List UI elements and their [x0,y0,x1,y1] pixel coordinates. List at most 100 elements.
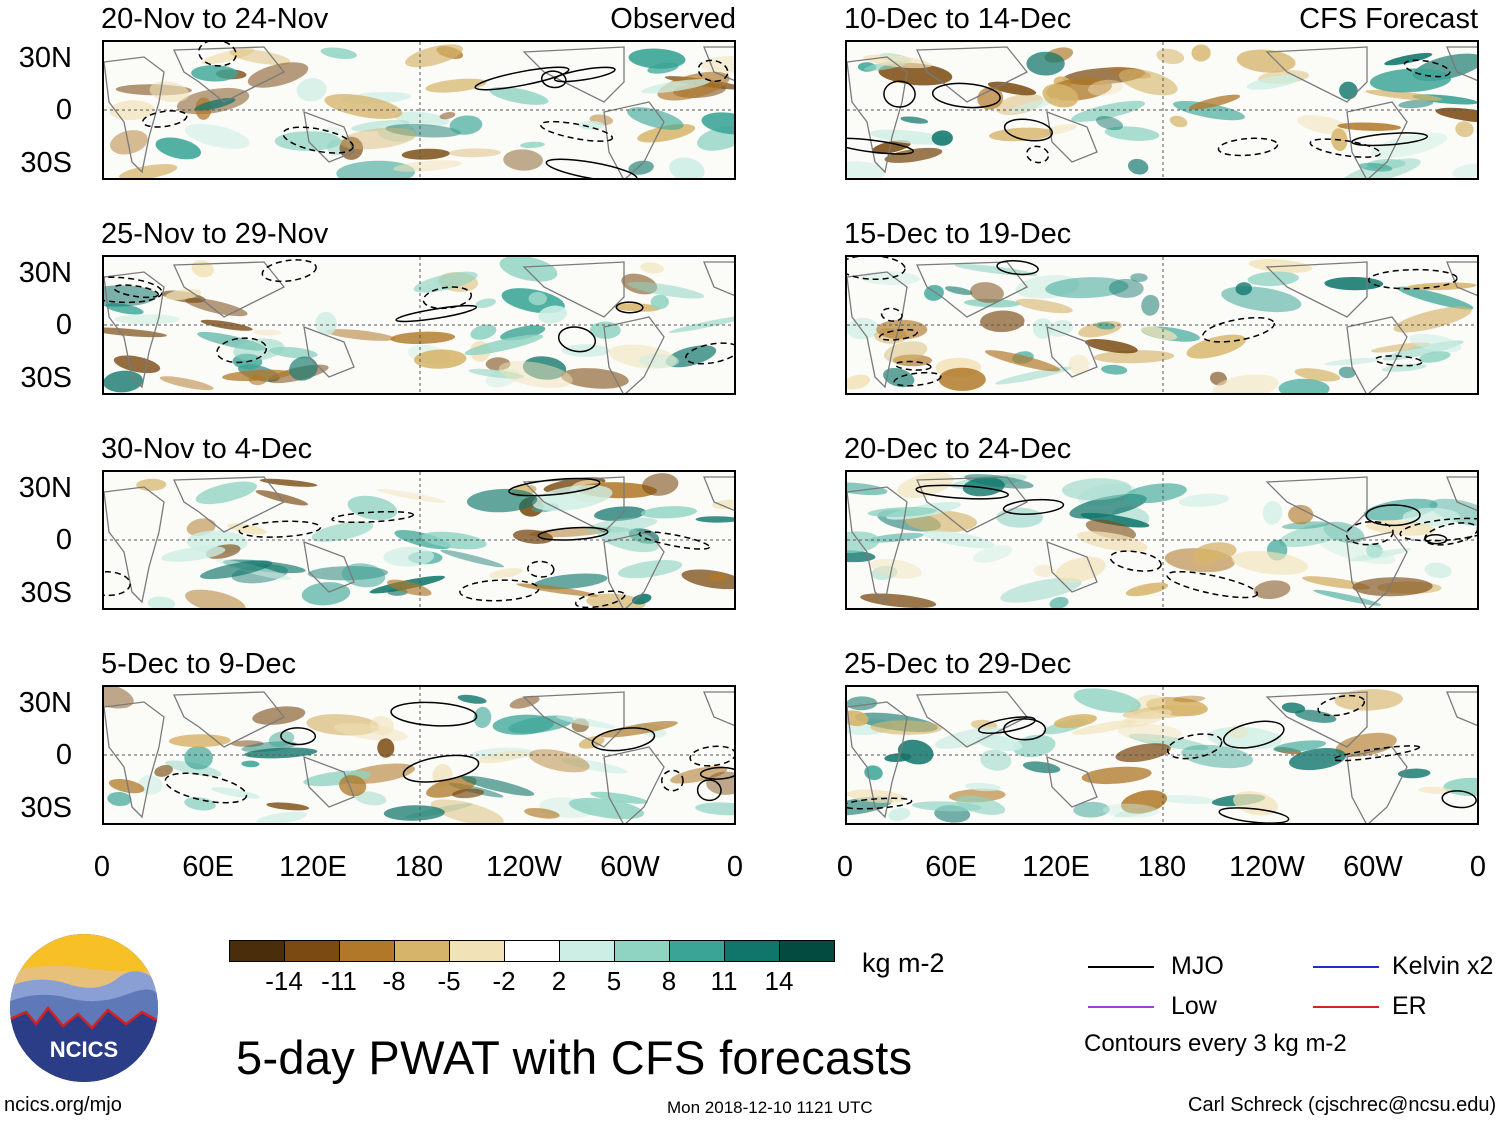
pwat-anomaly-area [104,370,143,393]
pwat-anomaly-area [1191,44,1211,62]
colorbar-tick-label: 14 [764,966,794,996]
pwat-anomaly-area [847,531,880,554]
coastline [603,746,665,823]
coastline [1265,691,1368,748]
lon-label: 60W [600,851,660,883]
pwat-anomaly-area [500,325,546,341]
pwat-anomaly-area [1073,801,1110,818]
pwat-anomaly-area [244,747,318,759]
pwat-anomaly-area [963,298,1020,308]
pwat-anomaly-area [878,62,953,86]
pwat-anomaly-area [1339,81,1358,100]
map-panel-observed-2 [102,255,736,395]
coastline [847,56,908,174]
pwat-anomaly-area [1247,271,1299,287]
pwat-anomaly-area [1231,551,1308,575]
pwat-anomaly-area [477,750,528,764]
pwat-anomaly-area [1172,100,1246,121]
colorbar-swatch [394,940,450,962]
pwat-anomaly-area [1429,498,1477,527]
site-url[interactable]: ncics.org/mjo [4,1094,122,1116]
map-panel-observed-3 [102,470,736,610]
pwat-anomaly-area [184,123,250,149]
pwat-anomaly-area [708,573,727,582]
mjo-contour [104,276,163,304]
pwat-anomaly-area [154,764,173,777]
lat-label: 30N [18,257,72,289]
coastline [1346,746,1408,823]
pwat-anomaly-area [670,766,728,784]
coastline [522,691,625,748]
pwat-anomaly-area [1281,521,1330,530]
pwat-anomaly-area [464,334,544,356]
mjo-contour [1003,118,1053,142]
pwat-anomaly-area [227,523,267,535]
pwat-anomaly-area [338,775,367,797]
lat-label: 0 [55,524,72,556]
pwat-anomaly-area [1042,83,1079,108]
pwat-anomaly-area [1289,748,1347,771]
lat-label: 30S [20,577,72,609]
lat-label: 0 [55,94,72,126]
pwat-anomaly-area [461,775,535,796]
pwat-anomaly-area [590,321,621,339]
pwat-anomaly-area [394,111,450,127]
pwat-anomaly-area [113,355,161,374]
pwat-anomaly-area [628,160,654,175]
pwat-anomaly-area [650,294,669,310]
coastline [1265,476,1368,533]
pwat-anomaly-area [970,282,1004,303]
coastline [522,46,625,103]
map-panel-forecast-1 [845,40,1479,180]
pwat-anomaly-area [706,771,734,795]
lat-label: 30S [20,792,72,824]
pwat-anomaly-area [1212,374,1279,393]
pwat-anomaly-area [956,795,1006,815]
pwat-anomaly-area [524,807,560,819]
pwat-anomaly-area [383,805,445,821]
pwat-anomaly-area [847,161,886,178]
pwat-anomaly-area [980,310,1025,333]
pwat-anomaly-area [695,802,734,816]
coastline [303,755,355,808]
mjo-contour [1166,570,1259,599]
pwat-anomaly-area [1253,580,1291,600]
pwat-anomaly-area [1022,761,1061,774]
panel-source-label: CFS Forecast [1299,3,1478,35]
pwat-anomaly-area [590,791,649,804]
coastline [173,691,286,748]
pwat-anomaly-area [147,596,176,608]
pwat-anomaly-area [847,317,879,340]
pwat-anomaly-area [1125,582,1169,597]
mjo-contour [689,745,734,767]
pwat-anomaly-area [230,740,264,747]
pwat-anomaly-area [1178,493,1230,507]
pwat-anomaly-area [923,530,995,549]
lon-label: 60E [925,851,977,883]
legend-label-low: Low [1171,992,1217,1020]
pwat-anomaly-area [241,760,260,768]
legend-label-mjo: MJO [1171,952,1224,980]
pwat-anomaly-area [1338,366,1356,379]
pwat-anomaly-area [1194,542,1237,561]
pwat-anomaly-area [980,749,1012,771]
legend-label-er: ER [1392,992,1427,1020]
pwat-anomaly-area [847,374,871,390]
mjo-contour [1367,268,1458,290]
mjo-contour [1222,720,1285,749]
pwat-anomaly-area [1278,378,1330,393]
pwat-anomaly-area [631,593,652,605]
pwat-anomaly-area [320,47,357,59]
mjo-contour [1317,694,1366,717]
pwat-anomaly-area [1418,786,1454,794]
mjo-contour [553,66,616,83]
pwat-anomaly-area [638,353,680,368]
pwat-anomaly-area [274,131,342,152]
lat-label: 30N [18,472,72,504]
pwat-anomaly-area [1288,504,1314,525]
pwat-anomaly-area [888,807,911,821]
coastline [173,46,286,103]
pwat-anomaly-area [1443,777,1477,797]
pwat-anomaly-area [489,568,523,579]
pwat-anomaly-area [1406,282,1477,291]
